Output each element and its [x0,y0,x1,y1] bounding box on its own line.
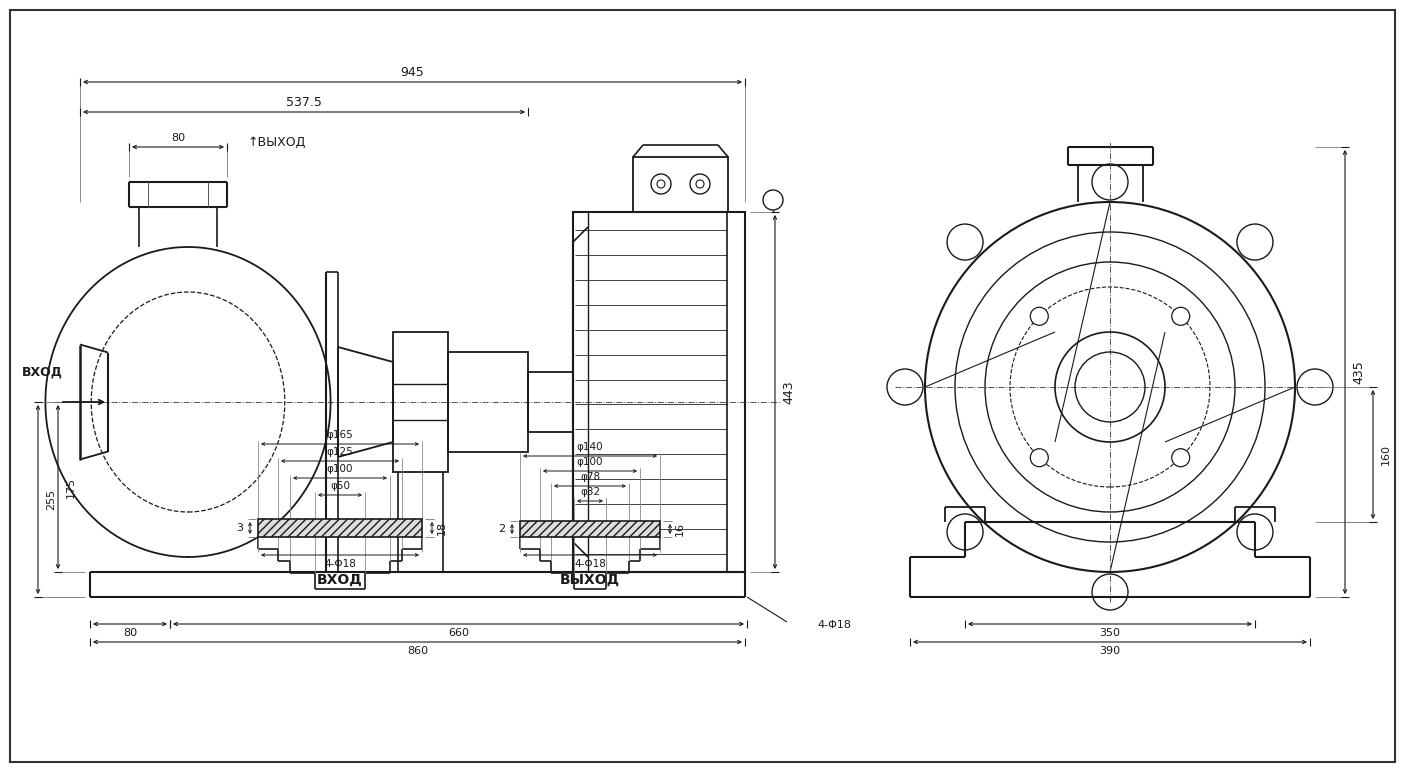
Text: 80: 80 [124,628,138,638]
Text: 175: 175 [66,476,76,498]
Text: 80: 80 [171,133,185,143]
Text: 255: 255 [46,489,56,510]
Bar [448,352,528,452]
Text: φ78: φ78 [580,472,600,482]
Text: 16: 16 [674,522,686,536]
Bar [573,212,745,572]
Text: 18: 18 [437,521,447,535]
Text: 443: 443 [783,380,795,404]
Bar [393,332,448,472]
Text: 4-Φ18: 4-Φ18 [325,559,355,569]
Text: 390: 390 [1100,646,1121,656]
Text: ВХОД: ВХОД [318,573,362,587]
Circle shape [651,174,672,194]
Text: ВХОД: ВХОД [22,365,63,378]
Circle shape [1172,307,1190,325]
Bar [528,372,573,432]
Text: 435: 435 [1353,360,1366,384]
Text: 945: 945 [400,66,424,79]
Text: 2: 2 [499,524,506,534]
Text: 660: 660 [448,628,469,638]
Text: 3: 3 [236,523,243,533]
Text: φ32: φ32 [580,487,600,497]
Text: φ100: φ100 [576,457,603,467]
Bar [520,521,660,537]
Text: φ100: φ100 [327,464,353,474]
Text: φ50: φ50 [330,481,350,491]
Text: φ125: φ125 [326,447,354,457]
Text: ВЫХОД: ВЫХОД [561,573,620,587]
Text: 4-Φ18: 4-Φ18 [816,620,851,630]
Text: 4-Φ18: 4-Φ18 [575,559,606,569]
Text: φ165: φ165 [326,430,354,440]
Text: 160: 160 [1381,444,1391,465]
Bar [634,157,728,212]
Text: ↑ВЫХОД: ↑ВЫХОД [247,136,305,148]
Circle shape [1172,449,1190,467]
Circle shape [1030,449,1048,467]
Text: 860: 860 [407,646,429,656]
Text: φ140: φ140 [576,442,603,452]
Text: 537.5: 537.5 [287,96,322,109]
Circle shape [1030,307,1048,325]
Bar [259,519,422,537]
Text: 350: 350 [1100,628,1121,638]
Circle shape [690,174,710,194]
